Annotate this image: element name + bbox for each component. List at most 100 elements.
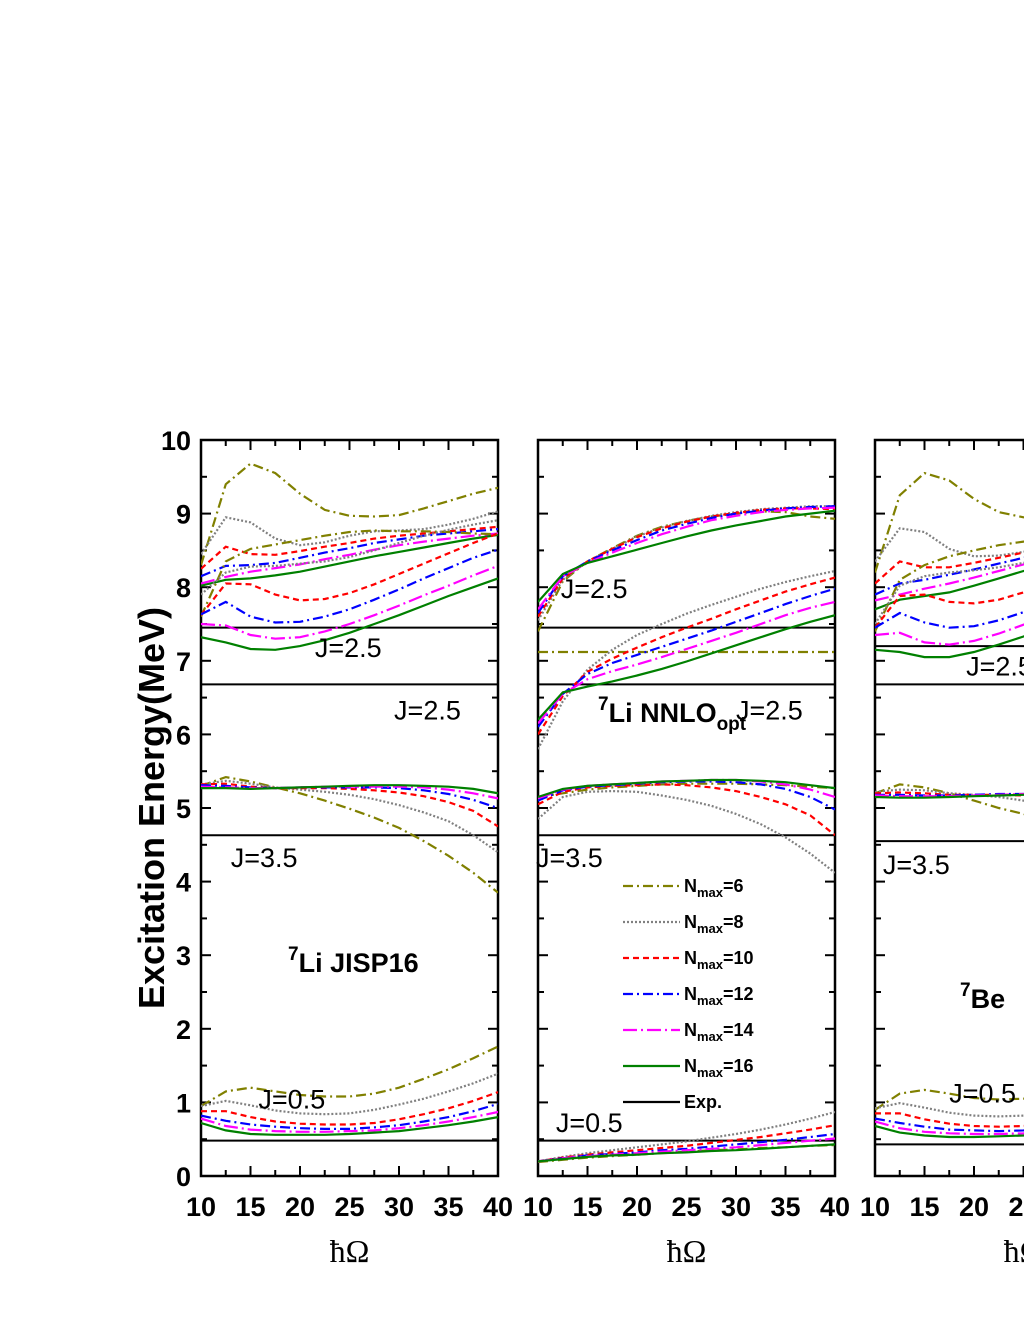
- y-axis-label: Excitation Energy(MeV): [131, 607, 172, 1009]
- x-tick-label: 20: [285, 1192, 315, 1222]
- x-tick-label: 10: [523, 1192, 553, 1222]
- legend: Nmax=6 Nmax=8 Nmax=10 Nmax=12 Nmax=14 Nmax=16…: [623, 876, 754, 1112]
- series-line-nmax-16: [201, 1116, 498, 1136]
- panel-1: 10 15 20 25 30 35 40 0 1 2 3 4 5 6 7 8 9 10 J=2.5 J=2.5 J=3.…: [161, 426, 513, 1269]
- series-line-nmax-16: [201, 577, 498, 651]
- series-line-nmax-8: [201, 1072, 498, 1116]
- legend-label: Nmax=16: [684, 1056, 754, 1080]
- j-label: J=2.5: [966, 652, 1024, 682]
- series-line-nmax-14: [201, 1110, 498, 1133]
- x-tick-label: 40: [483, 1192, 513, 1222]
- series-line-nmax-16: [538, 778, 835, 799]
- j-label: J=2.5: [736, 696, 803, 726]
- j-label: J=2.5: [561, 574, 628, 604]
- x-tick-label: 15: [235, 1192, 265, 1222]
- panel-frame: [873, 438, 1024, 1178]
- j-label: J=0.5: [949, 1078, 1016, 1108]
- panel-lines: [875, 471, 1024, 1146]
- series-line-nmax-12: [201, 1102, 498, 1131]
- y-tick-label: 9: [176, 500, 191, 530]
- series-line-nmax-14: [201, 532, 498, 585]
- y-tick-label: 8: [176, 573, 191, 603]
- series-line-nmax-14: [538, 600, 835, 725]
- y-tick-label: 1: [176, 1088, 191, 1118]
- series-line-nmax-10: [538, 576, 835, 735]
- series-line-nmax-10: [201, 1091, 498, 1126]
- x-tick-label: 10: [186, 1192, 216, 1222]
- series-line-nmax-14: [538, 506, 835, 610]
- series-line-nmax-6: [875, 471, 1024, 573]
- series-line-nmax-6: [201, 529, 498, 618]
- series-line-nmax-6: [201, 1045, 498, 1108]
- x-tick-label: 20: [959, 1192, 989, 1222]
- panel-title: 7Li NNLOopt: [598, 694, 747, 735]
- y-tick-label: 7: [176, 647, 191, 677]
- series-line-nmax-16: [201, 784, 498, 795]
- legend-item: Nmax=10: [623, 948, 754, 972]
- series-line-nmax-8: [538, 1110, 835, 1163]
- series-line-nmax-6: [201, 775, 498, 894]
- panel-title: 7Li JISP16: [288, 944, 419, 978]
- series-line-nmax-8: [875, 527, 1024, 563]
- series-line-nmax-10: [875, 1112, 1024, 1128]
- legend-label: Nmax=10: [684, 948, 754, 972]
- x-tick-label: 15: [909, 1192, 939, 1222]
- series-line-nmax-8: [875, 788, 1024, 802]
- y-tick-label: 5: [176, 794, 191, 824]
- x-tick-label: 30: [384, 1192, 414, 1222]
- series-line-nmax-8: [201, 519, 498, 596]
- x-tick-label: 35: [770, 1192, 800, 1222]
- y-tick-label: 4: [176, 868, 191, 898]
- panel-2: 10 15 20 25 30 35 40 J=2.5 J=2.5 J=3.5 J=0.5 ħΩ: [523, 438, 850, 1269]
- series-line-nmax-10: [538, 783, 835, 837]
- panel-lines: [201, 462, 498, 1142]
- j-label: J=0.5: [556, 1108, 623, 1138]
- x-tick-label: 15: [572, 1192, 602, 1222]
- y-tick-label: 0: [176, 1162, 191, 1192]
- j-label: J=3.5: [536, 843, 603, 873]
- j-label: J=0.5: [258, 1084, 325, 1114]
- j-label: J=3.5: [883, 850, 950, 880]
- series-line-nmax-16: [538, 1143, 835, 1163]
- series-line-nmax-10: [875, 591, 1024, 629]
- x-axis-label: ħΩ: [330, 1233, 370, 1269]
- series-line-nmax-10: [875, 551, 1024, 585]
- series-line-nmax-14: [875, 623, 1024, 646]
- series-line-nmax-14: [201, 564, 498, 640]
- legend-label: Nmax=12: [684, 984, 754, 1008]
- series-line-nmax-16: [538, 614, 835, 721]
- series-line-nmax-8: [201, 779, 498, 854]
- series-line-nmax-8: [538, 569, 835, 750]
- panel-title: 7Be: [960, 980, 1005, 1014]
- series-line-nmax-8: [875, 561, 1024, 625]
- series-line-nmax-10: [538, 507, 835, 618]
- plot-area: 10 15 20 25 30 35 40 0 1 2 3 4 5 6 7 8 9 10 J=2.5 J=2.5 J=3.…: [131, 426, 1024, 1269]
- legend-item: Nmax=12: [623, 984, 754, 1008]
- series-line-nmax-12: [875, 1117, 1024, 1133]
- y-tick-label: 10: [161, 426, 191, 456]
- x-tick-label: 40: [820, 1192, 850, 1222]
- legend-item: Nmax=16: [623, 1056, 754, 1080]
- y-tick-label: 3: [176, 941, 191, 971]
- legend-item: Exp.: [623, 1092, 722, 1112]
- series-line-nmax-10: [201, 532, 498, 616]
- x-tick-label: 30: [721, 1192, 751, 1222]
- legend-label: Exp.: [684, 1092, 722, 1112]
- y-tick-label: 2: [176, 1015, 191, 1045]
- x-axis-label: ħΩ: [667, 1233, 707, 1269]
- series-line-nmax-6: [201, 462, 498, 566]
- legend-label: Nmax=14: [684, 1020, 754, 1044]
- series-line-nmax-16: [538, 509, 835, 603]
- series-line-nmax-8: [538, 789, 835, 874]
- legend-item: Nmax=14: [623, 1020, 754, 1044]
- legend-item: Nmax=6: [623, 876, 744, 900]
- legend-label: Nmax=8: [684, 912, 744, 936]
- x-axis-label: ħΩ: [1004, 1233, 1024, 1269]
- x-tick-label: 25: [671, 1192, 701, 1222]
- j-label: J=2.5: [315, 633, 382, 663]
- x-tick-label: 20: [622, 1192, 652, 1222]
- y-tick-label: 6: [176, 720, 191, 750]
- x-tick-label: 10: [860, 1192, 890, 1222]
